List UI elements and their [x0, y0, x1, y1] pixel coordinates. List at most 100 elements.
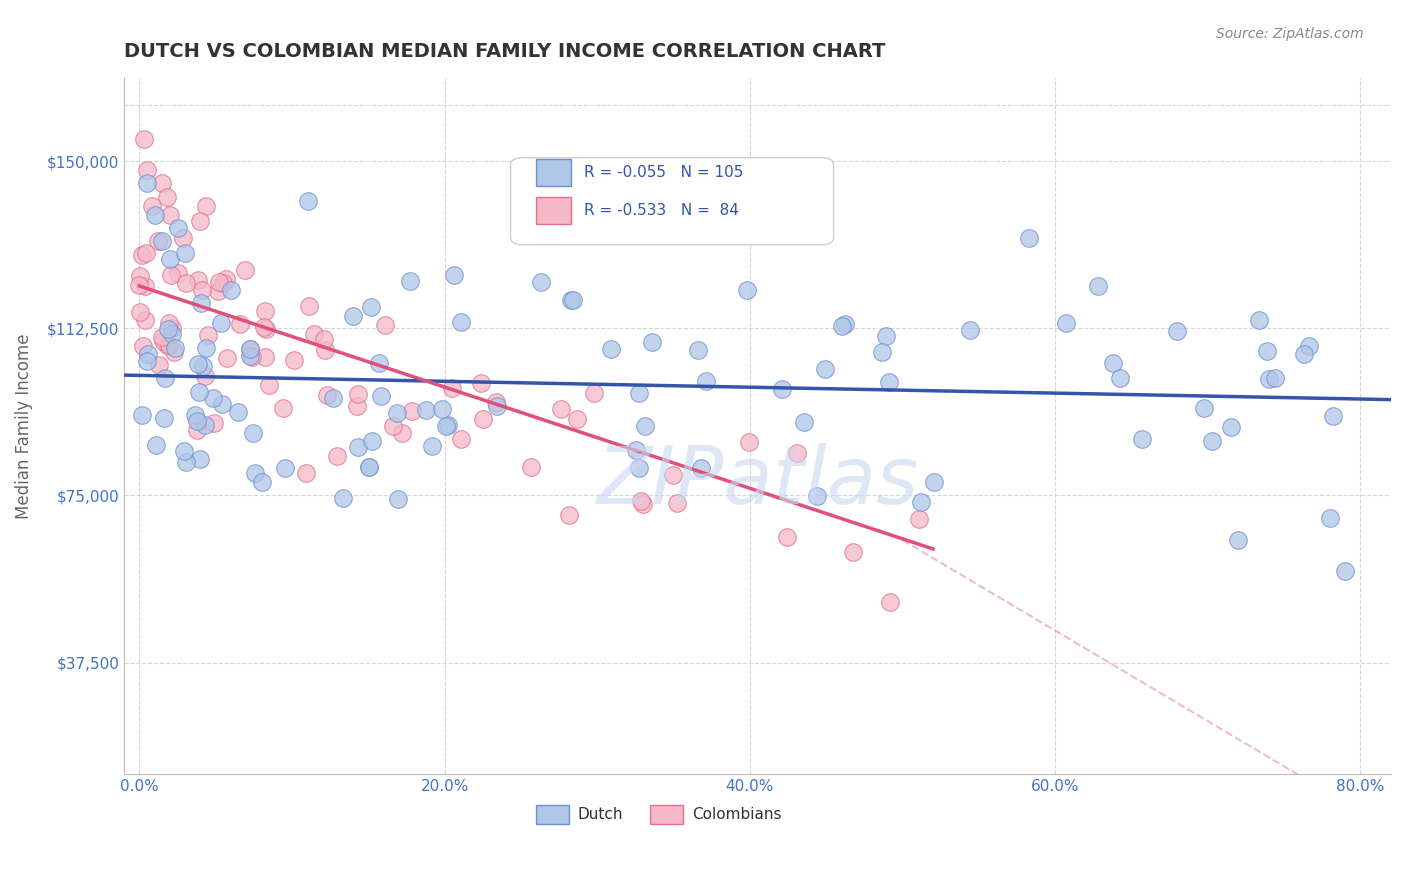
Point: [233, 263, 256, 277]
Point: [195, 342, 218, 356]
Point: [148, 358, 170, 372]
Point: [201, 392, 224, 406]
Point: [401, 403, 423, 417]
Point: [156, 190, 179, 204]
Point: [834, 318, 856, 332]
Point: [172, 231, 194, 245]
Point: [314, 343, 336, 358]
Point: [332, 491, 354, 505]
Point: [326, 449, 349, 463]
Point: [738, 434, 761, 449]
Point: [1192, 401, 1215, 415]
Point: [1322, 409, 1344, 423]
Point: [562, 293, 585, 307]
FancyBboxPatch shape: [510, 158, 834, 244]
Point: [841, 544, 863, 558]
Point: [368, 356, 391, 370]
Point: [806, 490, 828, 504]
Point: [183, 408, 205, 422]
Point: [190, 452, 212, 467]
Point: [908, 511, 931, 525]
Point: [128, 277, 150, 292]
Point: [1220, 419, 1243, 434]
Point: [550, 401, 572, 416]
Point: [1256, 344, 1278, 359]
Point: [399, 274, 422, 288]
Point: [163, 341, 186, 355]
Point: [156, 322, 179, 336]
Text: R = -0.533   N =  84: R = -0.533 N = 84: [583, 203, 740, 219]
Point: [136, 347, 159, 361]
Point: [430, 402, 453, 417]
Point: [357, 459, 380, 474]
Point: [520, 460, 543, 475]
Point: [245, 466, 267, 480]
Point: [174, 276, 197, 290]
Point: [302, 326, 325, 341]
Point: [322, 391, 344, 405]
Point: [129, 305, 152, 319]
Point: [1201, 434, 1223, 449]
Point: [314, 332, 336, 346]
Text: Source: ZipAtlas.com: Source: ZipAtlas.com: [1216, 27, 1364, 41]
Point: [360, 300, 382, 314]
Point: [599, 342, 621, 356]
Point: [153, 410, 176, 425]
Point: [135, 245, 157, 260]
Point: [641, 334, 664, 349]
FancyBboxPatch shape: [536, 159, 571, 186]
Point: [132, 132, 155, 146]
Point: [298, 299, 321, 313]
Point: [485, 394, 508, 409]
Point: [770, 382, 793, 396]
Point: [877, 375, 900, 389]
Point: [786, 446, 808, 460]
Point: [875, 328, 897, 343]
Point: [1054, 316, 1077, 330]
Point: [150, 330, 173, 344]
Point: [146, 235, 169, 249]
Point: [187, 357, 209, 371]
Point: [219, 283, 242, 297]
Point: [1227, 533, 1250, 547]
Point: [690, 461, 713, 475]
Point: [129, 269, 152, 284]
Point: [420, 439, 443, 453]
Point: [624, 443, 647, 458]
Point: [709, 186, 731, 200]
Point: [1258, 372, 1281, 386]
Point: [136, 163, 159, 178]
Point: [134, 313, 156, 327]
Point: [434, 419, 457, 434]
Point: [156, 338, 179, 352]
Point: [212, 276, 235, 290]
Point: [922, 475, 945, 489]
Point: [686, 343, 709, 358]
Text: DUTCH VS COLOMBIAN MEDIAN FAMILY INCOME CORRELATION CHART: DUTCH VS COLOMBIAN MEDIAN FAMILY INCOME …: [124, 42, 886, 61]
Point: [209, 316, 232, 330]
Point: [188, 213, 211, 227]
Point: [1247, 312, 1270, 326]
Point: [627, 386, 650, 401]
Point: [136, 354, 159, 368]
Point: [283, 353, 305, 368]
Point: [1130, 432, 1153, 446]
Point: [215, 351, 238, 366]
Point: [450, 315, 472, 329]
Text: Colombians: Colombians: [692, 807, 782, 822]
Point: [271, 401, 294, 415]
Point: [166, 221, 188, 235]
Point: [450, 432, 472, 446]
Point: [630, 494, 652, 508]
Point: [443, 268, 465, 283]
Point: [870, 344, 893, 359]
Point: [346, 440, 368, 454]
Point: [485, 400, 508, 414]
Point: [627, 460, 650, 475]
Point: [131, 408, 153, 422]
Point: [793, 415, 815, 429]
Point: [557, 508, 579, 522]
Point: [1298, 339, 1320, 353]
Point: [239, 349, 262, 363]
Point: [257, 378, 280, 392]
